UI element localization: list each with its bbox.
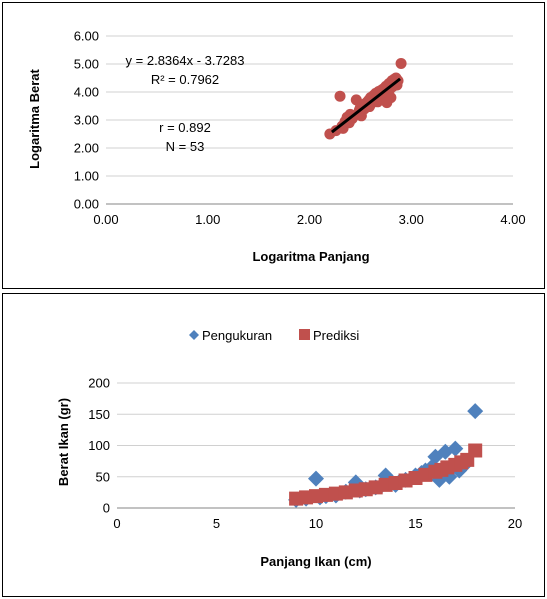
y-gridlines: [106, 35, 513, 205]
length-weight-chart: Pengukuran Prediksi 0 50 100 150 200 0 5 10 15 2…: [56, 328, 522, 569]
y-tick-labels: 0.00 1.00 2.00 3.00 4.00 5.00 6.00: [74, 29, 99, 212]
top-x-tick-label: 2.00: [297, 212, 322, 227]
pengukuran-point: [447, 440, 464, 457]
top-y-tick-label: 6.00: [74, 29, 99, 44]
bottom-x-tick-label: 15: [408, 516, 422, 531]
bottom-x-tick-label: 0: [113, 516, 120, 531]
legend-prediksi-marker: [299, 329, 310, 340]
legend-pengukuran-marker: [189, 330, 199, 340]
top-y-tick-label: 5.00: [74, 57, 99, 72]
top-x-tick-label: 1.00: [195, 212, 220, 227]
legend-prediksi-label: Prediksi: [313, 328, 359, 343]
sample-size-label: N = 53: [166, 139, 205, 154]
trendline: [330, 77, 401, 134]
top-y-tick-label: 3.00: [74, 113, 99, 128]
bottom-x-tick-label: 20: [508, 516, 522, 531]
top-x-tick-label: 4.00: [500, 212, 525, 227]
top-y-tick-label: 2.00: [74, 141, 99, 156]
top-x-tick-label: 0.00: [93, 212, 118, 227]
y-tick-labels: 0 50 100 150 200: [88, 376, 110, 516]
data-point: [395, 57, 407, 69]
bottom-y-tick-label: 100: [88, 438, 110, 453]
data-point: [334, 90, 346, 102]
x-tick-labels: 0.00 1.00 2.00 3.00 4.00: [93, 212, 525, 227]
top-x-tick-label: 3.00: [399, 212, 424, 227]
legend-pengukuran-label: Pengukuran: [202, 328, 272, 343]
bottom-x-tick-label: 5: [213, 516, 220, 531]
top-y-tick-label: 0.00: [74, 197, 99, 212]
x-axis-title: Panjang Ikan (cm): [260, 554, 371, 569]
prediksi-points: [289, 443, 483, 506]
log-regression-chart: 0.00 1.00 2.00 3.00 4.00 5.00 6.00 0.00 1.00 2.0…: [27, 29, 526, 265]
log-regression-chart-panel: 0.00 1.00 2.00 3.00 4.00 5.00 6.00 0.00 1.00 2.0…: [2, 2, 545, 289]
pengukuran-point: [308, 470, 324, 487]
legend: Pengukuran Prediksi: [189, 328, 359, 343]
x-axis-title: Logaritma Panjang: [252, 249, 369, 264]
bottom-x-tick-label: 10: [309, 516, 323, 531]
correlation-label: r = 0.892: [159, 120, 211, 135]
data-point: [381, 97, 393, 109]
y-axis-title: Berat Ikan (gr): [56, 398, 71, 486]
y-axis-title: Logaritma Berat: [27, 68, 42, 168]
top-y-tick-label: 1.00: [74, 169, 99, 184]
top-y-tick-label: 4.00: [74, 85, 99, 100]
regression-equation: y = 2.8364x - 3.7283: [126, 53, 245, 68]
bottom-y-tick-label: 0: [103, 501, 110, 516]
bottom-y-tick-label: 200: [88, 376, 110, 391]
pengukuran-point: [467, 403, 484, 420]
bottom-y-tick-label: 50: [96, 469, 110, 484]
r-squared-label: R² = 0.7962: [151, 72, 219, 87]
x-tick-labels: 0 5 10 15 20: [113, 516, 522, 531]
bottom-y-tick-label: 150: [88, 407, 110, 422]
length-weight-chart-panel: Pengukuran Prediksi 0 50 100 150 200 0 5 10 15 2…: [2, 293, 545, 597]
prediksi-point: [468, 443, 483, 458]
